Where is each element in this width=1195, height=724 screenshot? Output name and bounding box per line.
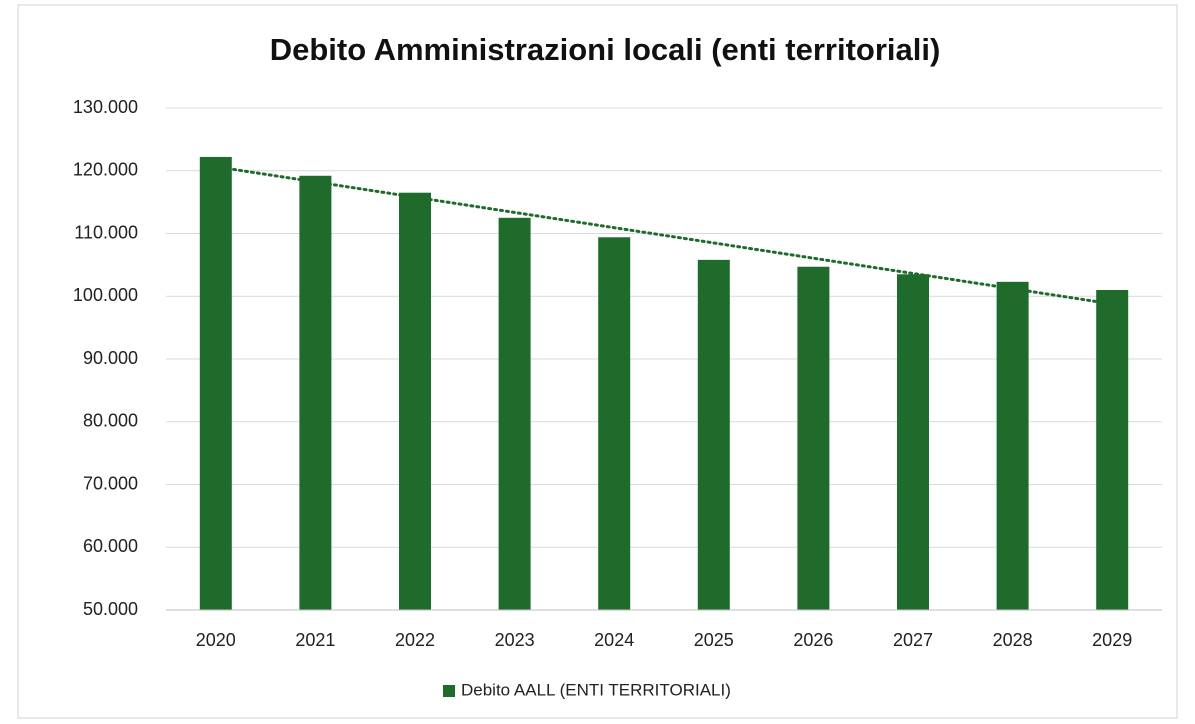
- bar: [299, 175, 332, 610]
- bar: [897, 274, 929, 610]
- bar: [399, 192, 431, 610]
- trendline: [214, 165, 1114, 306]
- x-tick-label: 2020: [196, 630, 236, 650]
- x-tick-label: 2029: [1092, 630, 1132, 650]
- x-tick-label: 2021: [295, 630, 335, 650]
- x-tick-label: 2028: [993, 630, 1033, 650]
- legend-label: Debito AALL (ENTI TERRITORIALI): [461, 680, 731, 699]
- y-tick-label: 90.000: [83, 348, 138, 368]
- x-tick-label: 2027: [893, 630, 933, 650]
- bar: [199, 156, 232, 610]
- bar: [598, 237, 631, 610]
- legend-swatch: [443, 685, 455, 697]
- bar: [797, 266, 830, 610]
- x-tick-label: 2022: [395, 630, 435, 650]
- y-tick-label: 130.000: [73, 97, 138, 117]
- bar: [1096, 289, 1129, 610]
- y-tick-label: 100.000: [73, 285, 138, 305]
- x-tick-label: 2023: [495, 630, 535, 650]
- bar: [996, 281, 1029, 610]
- bar: [697, 259, 730, 610]
- y-tick-label: 110.000: [74, 222, 138, 242]
- y-tick-label: 60.000: [83, 536, 138, 556]
- bar: [498, 217, 531, 610]
- y-tick-label: 50.000: [83, 599, 138, 619]
- x-tick-label: 2025: [694, 630, 734, 650]
- x-tick-label: 2024: [594, 630, 634, 650]
- y-tick-label: 120.000: [73, 160, 138, 180]
- x-tick-label: 2026: [793, 630, 833, 650]
- y-tick-label: 80.000: [83, 411, 138, 431]
- chart-title: Debito Amministrazioni locali (enti terr…: [270, 32, 941, 67]
- y-tick-label: 70.000: [83, 473, 138, 493]
